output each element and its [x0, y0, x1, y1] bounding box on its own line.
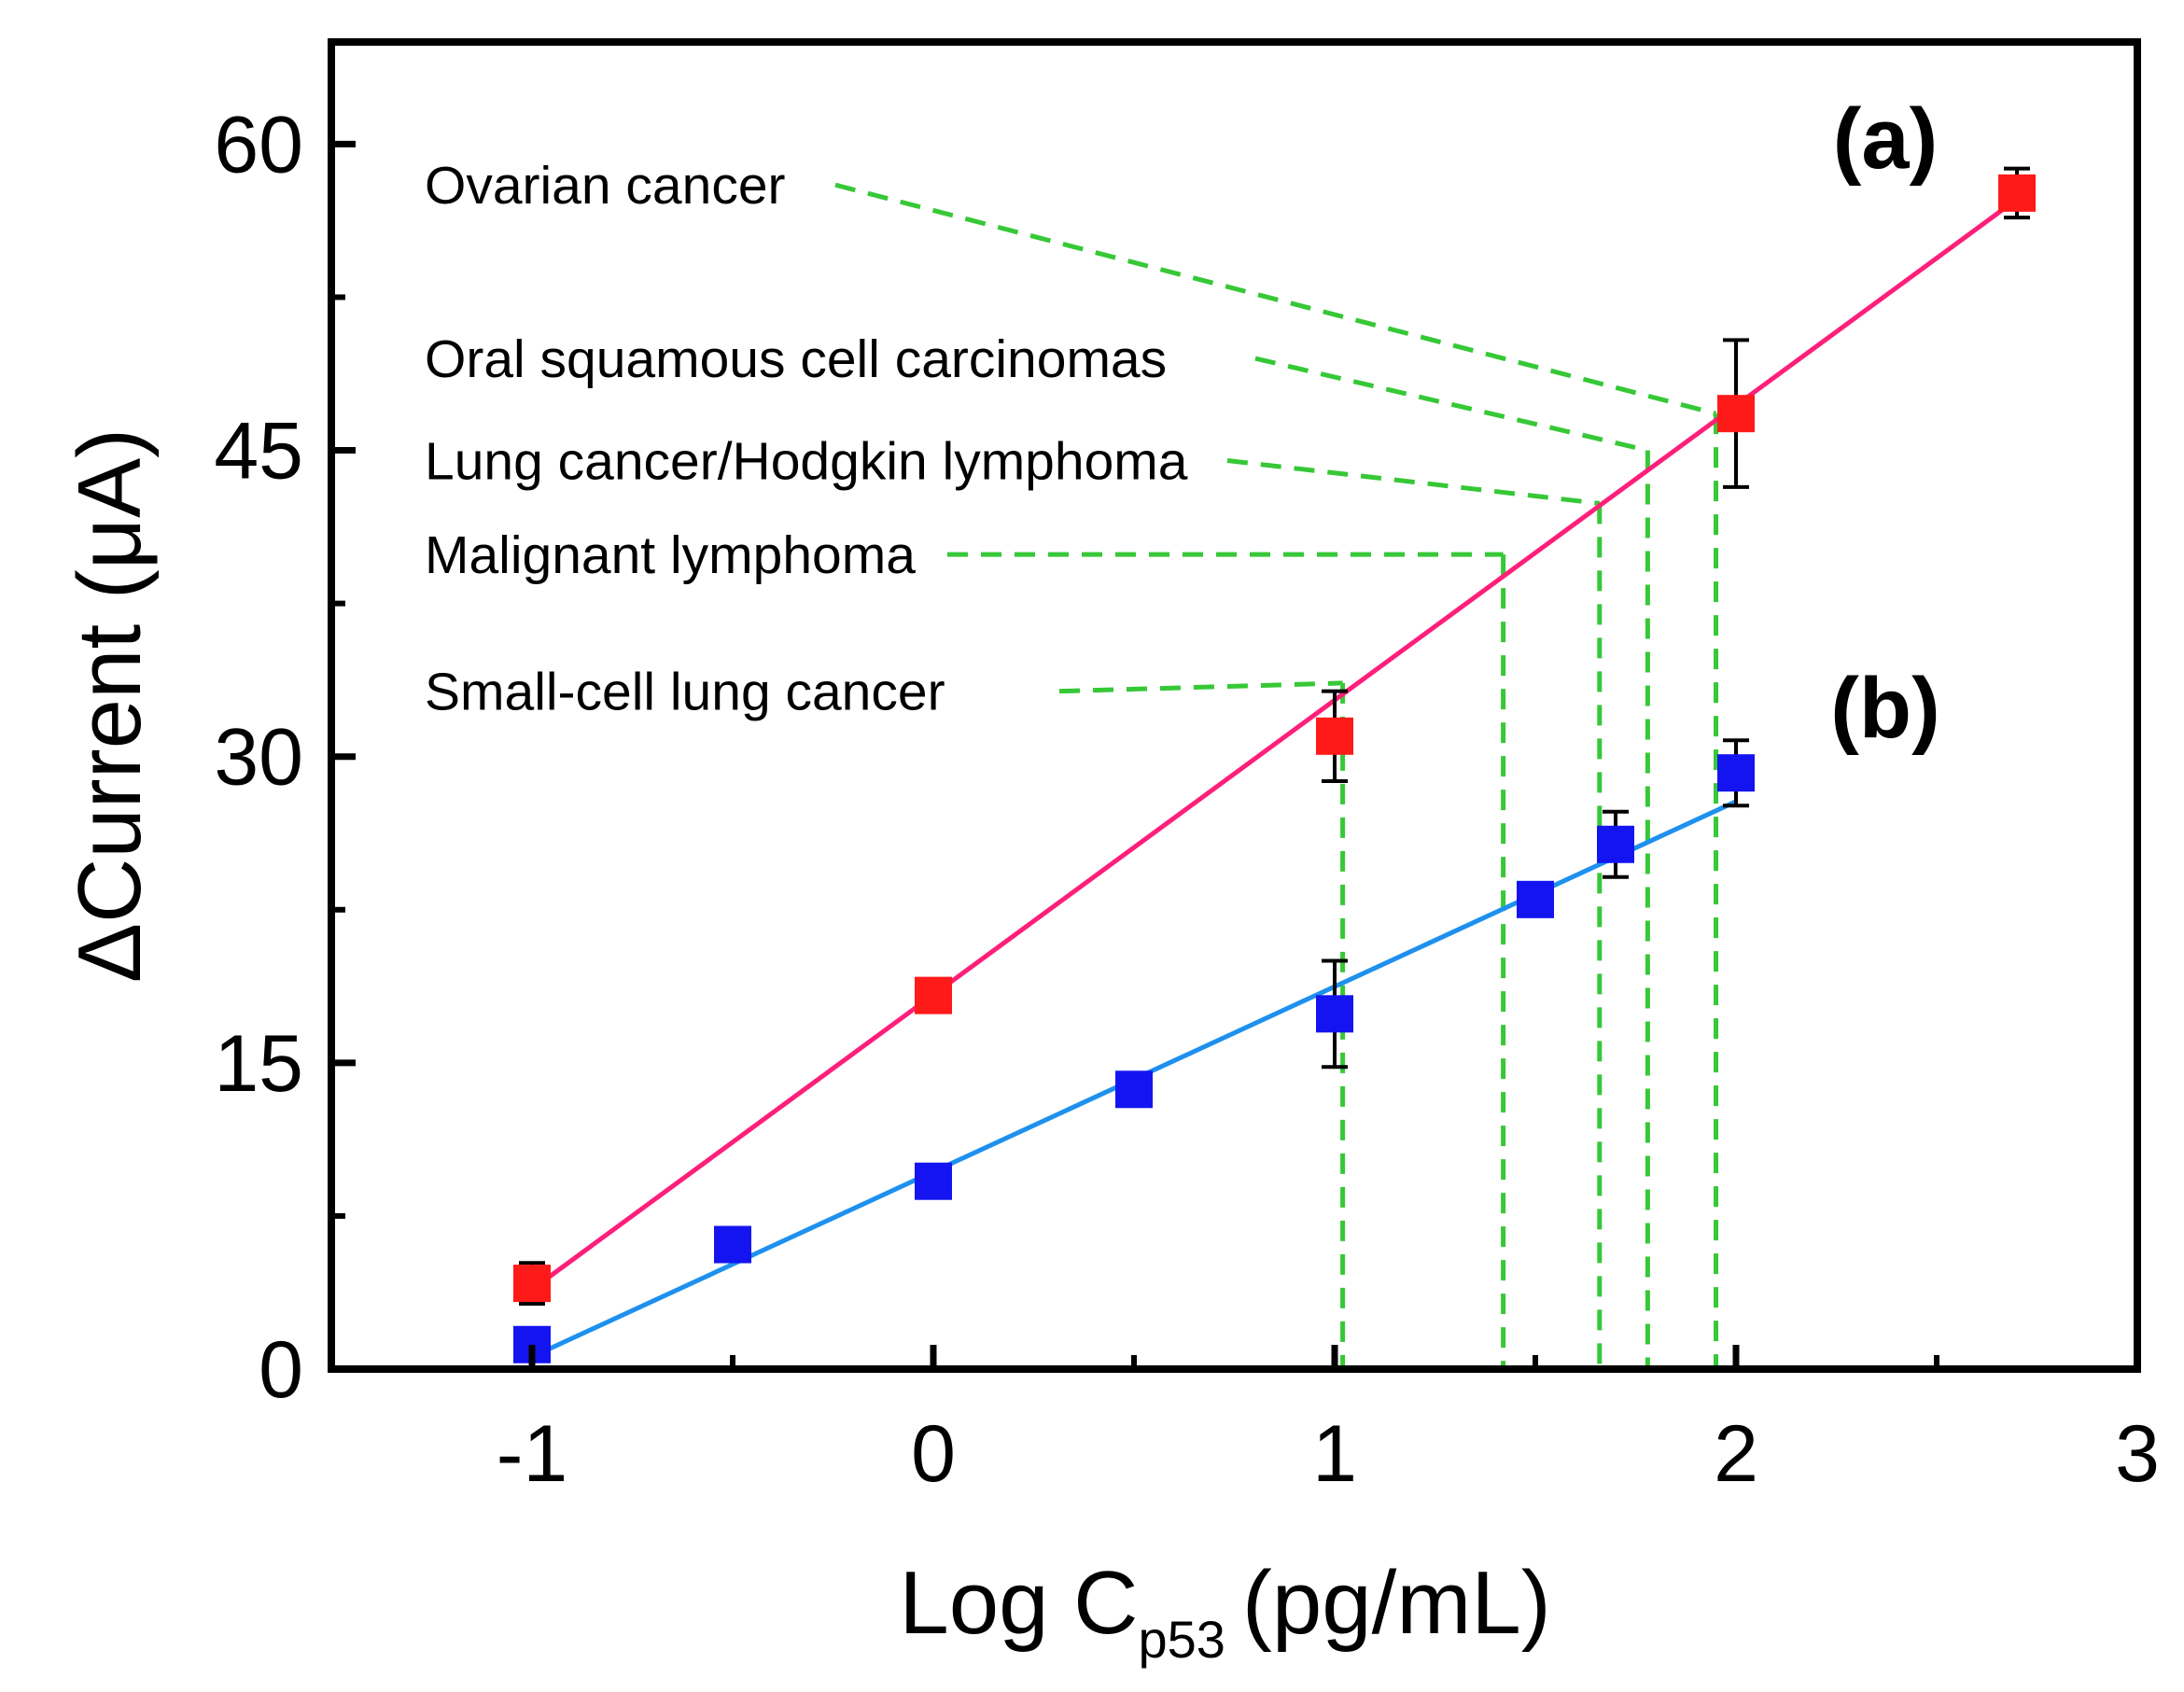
- y-tick-label: 45: [214, 407, 303, 496]
- x-axis-title-main: Log C: [899, 1553, 1138, 1653]
- y-tick-label: 15: [214, 1019, 303, 1109]
- marker-b: [1115, 1070, 1153, 1109]
- marker-b: [915, 1162, 952, 1200]
- x-tick-label: -1: [497, 1409, 567, 1499]
- annotation-label: Ovarian cancer: [425, 156, 786, 216]
- axis-ticks: [331, 140, 2141, 1373]
- marker-a: [1998, 174, 2036, 212]
- annotation-label: Oral squamous cell carcinomas: [425, 329, 1167, 389]
- x-axis-title: Log Cp53 (pg/mL): [899, 1553, 1550, 1669]
- annotation-leader-line: [834, 182, 1717, 416]
- marker-a: [1717, 395, 1755, 433]
- marker-a: [513, 1265, 551, 1303]
- panel-labels: (a) (b): [1830, 91, 1939, 756]
- x-tick-label: 2: [1714, 1409, 1758, 1499]
- panel-label-a: (a): [1833, 91, 1938, 187]
- marker-a: [915, 976, 952, 1014]
- y-tick-label: 60: [214, 100, 303, 189]
- marker-b: [714, 1225, 751, 1264]
- marker-b: [1316, 995, 1353, 1033]
- annotation-leader-line: [1254, 356, 1648, 453]
- annotation-label: Malignant lymphoma: [425, 525, 916, 585]
- x-axis-title-subscript: p53: [1138, 1610, 1225, 1669]
- y-tick-label: 30: [214, 713, 303, 803]
- panel-label-b: (b): [1830, 661, 1939, 756]
- x-axis-title-units: (pg/mL): [1242, 1553, 1551, 1653]
- annotation-leader-line: [1058, 680, 1343, 694]
- y-axis-title: ΔCurrent (μA): [60, 428, 160, 983]
- annotation-label: Lung cancer/Hodgkin lymphoma: [425, 431, 1188, 491]
- data-markers: [513, 174, 2036, 1363]
- marker-b: [1717, 754, 1755, 792]
- y-tick-label: 0: [259, 1325, 303, 1415]
- marker-b: [1597, 825, 1634, 863]
- x-tick-label: 0: [911, 1409, 956, 1499]
- annotation-labels: Ovarian cancer Oral squamous cell carcino…: [425, 156, 1188, 722]
- plot-frame: [328, 38, 2141, 1373]
- annotation-lines: [834, 182, 1718, 1369]
- marker-b: [1517, 880, 1554, 918]
- marker-a: [1316, 717, 1353, 755]
- fit-line-a: [530, 197, 2019, 1292]
- x-tick-label: 3: [2115, 1409, 2160, 1499]
- x-tick-label: 1: [1312, 1409, 1357, 1499]
- annotation-leader-line: [1226, 457, 1601, 506]
- annotation-label: Small-cell lung cancer: [425, 663, 945, 722]
